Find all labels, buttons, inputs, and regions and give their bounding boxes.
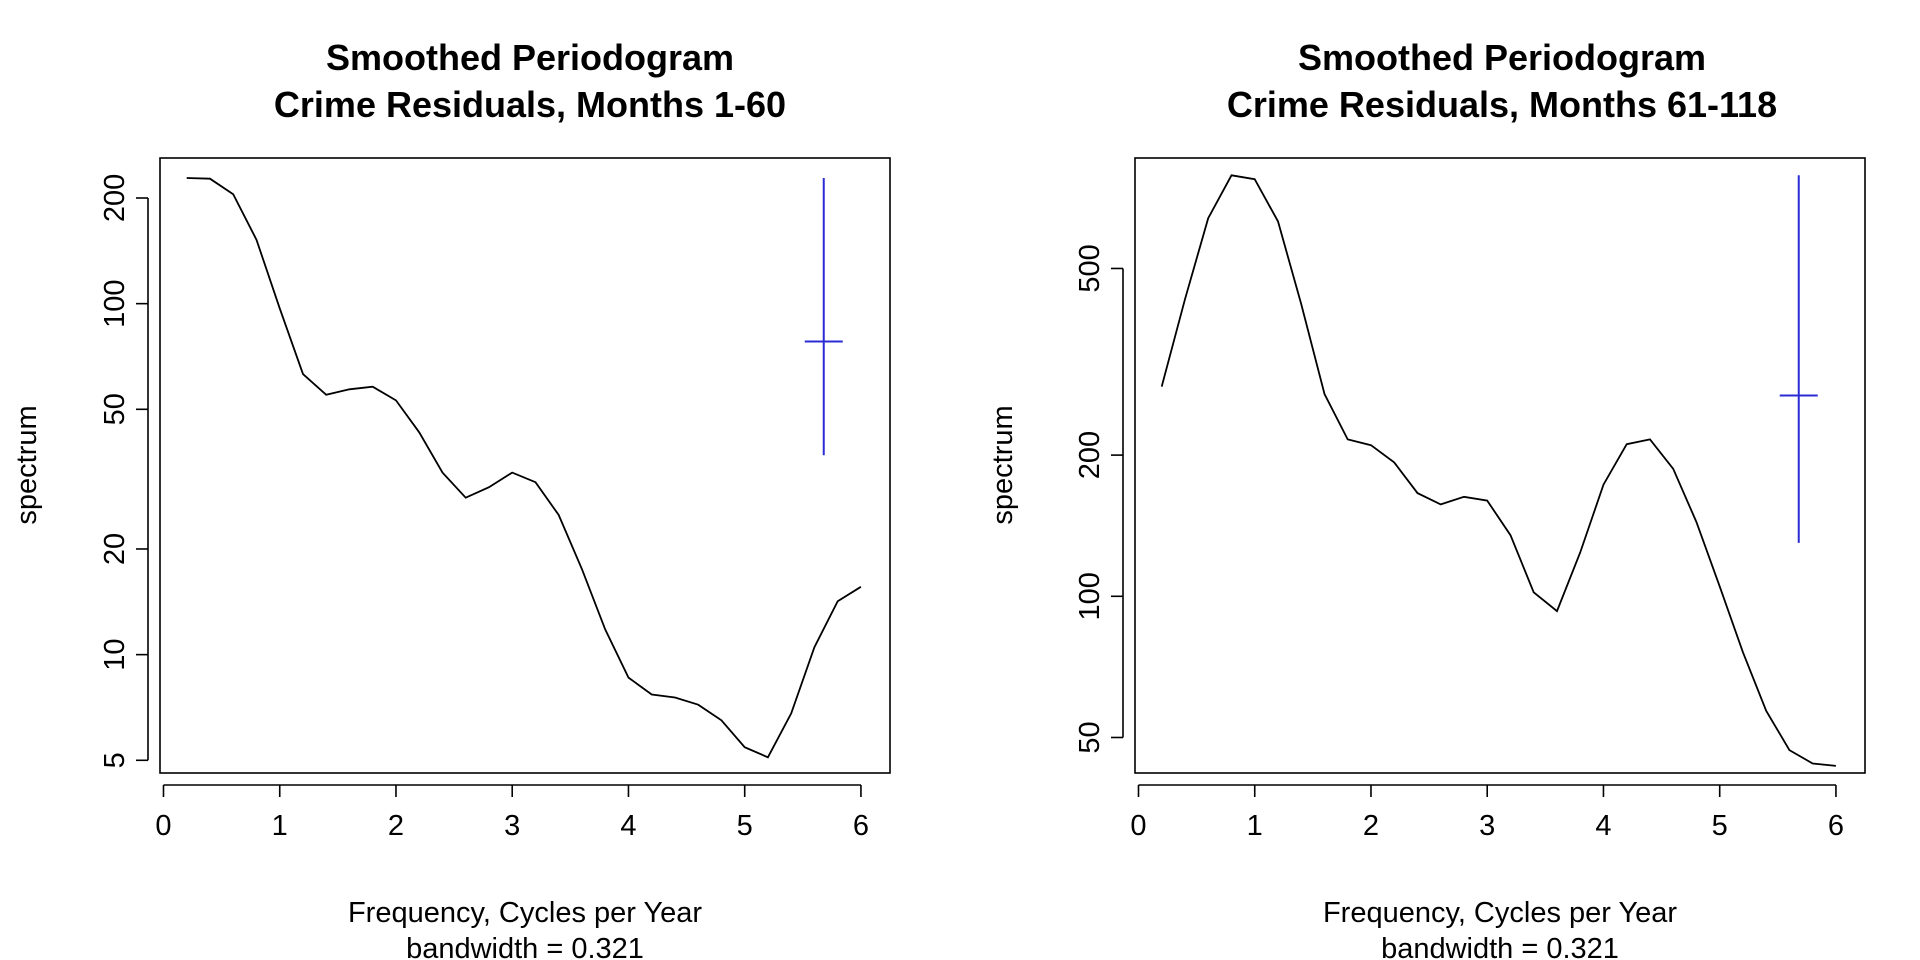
y-tick-label: 50 xyxy=(99,393,131,425)
x-tick-label: 0 xyxy=(155,810,171,842)
confidence-interval-bar xyxy=(1779,175,1818,543)
y-tick-label: 5 xyxy=(99,752,131,768)
y-tick-label: 50 xyxy=(1074,721,1106,753)
y-tick-label: 100 xyxy=(1074,572,1106,620)
left-chart: Smoothed Periodogram Crime Residuals, Mo… xyxy=(11,37,891,960)
x-tick-label: 3 xyxy=(1479,810,1495,842)
x-tick-label: 0 xyxy=(1130,810,1146,842)
chart-title-line1: Smoothed Periodogram xyxy=(1298,37,1706,78)
x-tick-label: 5 xyxy=(737,810,753,842)
confidence-interval-bar xyxy=(804,178,843,456)
x-axis: 0 1 2 3 4 5 6 xyxy=(155,784,869,842)
y-axis-label: spectrum xyxy=(11,405,43,524)
x-tick-label: 4 xyxy=(1595,810,1611,842)
x-axis-label: Frequency, Cycles per Year xyxy=(1323,897,1677,929)
y-tick-label: 100 xyxy=(99,279,131,327)
x-tick-label: 4 xyxy=(620,810,636,842)
plot-frame xyxy=(159,157,891,774)
x-tick-label: 5 xyxy=(1712,810,1728,842)
y-tick-label: 10 xyxy=(99,639,131,671)
plot-frame xyxy=(1134,157,1866,774)
y-axis-label: spectrum xyxy=(987,405,1019,524)
x-tick-label: 2 xyxy=(1363,810,1379,842)
x-axis: 0 1 2 3 4 5 6 xyxy=(1130,784,1844,842)
y-tick-label: 500 xyxy=(1074,244,1106,292)
y-tick-label: 200 xyxy=(1074,431,1106,479)
bandwidth-label: bandwidth = 0.321 xyxy=(406,933,644,960)
y-tick-label: 20 xyxy=(99,533,131,565)
chart-title-line1: Smoothed Periodogram xyxy=(326,37,734,78)
spectrum-line xyxy=(1160,174,1836,767)
x-tick-label: 6 xyxy=(1828,810,1844,842)
x-tick-label: 1 xyxy=(272,810,288,842)
y-tick-label: 200 xyxy=(99,174,131,222)
x-tick-label: 2 xyxy=(388,810,404,842)
spectrum-line xyxy=(186,177,862,759)
x-tick-label: 1 xyxy=(1247,810,1263,842)
x-tick-label: 3 xyxy=(504,810,520,842)
y-axis: 50 100 200 500 xyxy=(1074,244,1124,754)
x-tick-label: 6 xyxy=(853,810,869,842)
chart-title-line2: Crime Residuals, Months 61-118 xyxy=(1227,84,1777,125)
y-axis: 5 10 20 50 100 200 xyxy=(99,174,149,768)
right-chart: Smoothed Periodogram Crime Residuals, Mo… xyxy=(987,37,1866,960)
x-axis-label: Frequency, Cycles per Year xyxy=(348,897,702,929)
chart-title-line2: Crime Residuals, Months 1-60 xyxy=(274,84,786,125)
bandwidth-label: bandwidth = 0.321 xyxy=(1381,933,1619,960)
